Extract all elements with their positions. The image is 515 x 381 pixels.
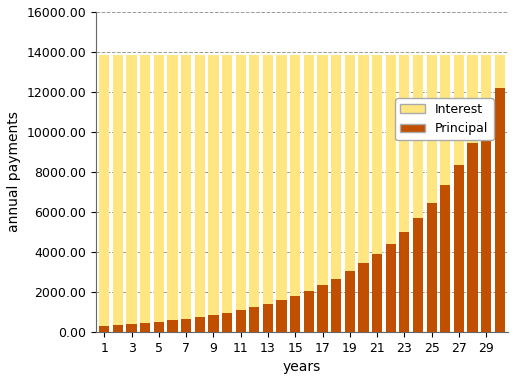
Bar — [99, 55, 109, 332]
Bar — [468, 55, 478, 332]
Bar — [127, 324, 136, 332]
Bar — [249, 55, 260, 332]
Bar — [277, 300, 287, 332]
Bar — [331, 55, 341, 332]
X-axis label: years: years — [283, 360, 321, 374]
Bar — [195, 317, 205, 332]
Bar — [440, 55, 451, 332]
Bar — [99, 326, 109, 332]
Bar — [113, 55, 123, 332]
Bar — [235, 310, 246, 332]
Bar — [426, 55, 437, 332]
Bar — [208, 55, 218, 332]
Bar — [263, 55, 273, 332]
Bar — [358, 55, 369, 332]
Bar — [127, 55, 136, 332]
Bar — [386, 243, 396, 332]
Bar — [235, 55, 246, 332]
Bar — [454, 55, 464, 332]
Bar — [154, 322, 164, 332]
Bar — [304, 291, 314, 332]
Bar — [154, 55, 164, 332]
Bar — [426, 203, 437, 332]
Y-axis label: annual payments: annual payments — [7, 111, 21, 232]
Bar — [317, 55, 328, 332]
Bar — [372, 254, 382, 332]
Bar — [495, 88, 505, 332]
Bar — [386, 55, 396, 332]
Bar — [495, 55, 505, 332]
Bar — [413, 218, 423, 332]
Bar — [468, 142, 478, 332]
Bar — [345, 55, 355, 332]
Bar — [277, 55, 287, 332]
Bar — [181, 319, 191, 332]
Bar — [304, 55, 314, 332]
Bar — [140, 323, 150, 332]
Bar — [167, 320, 178, 332]
Bar — [290, 55, 300, 332]
Bar — [440, 185, 451, 332]
Bar — [317, 285, 328, 332]
Bar — [372, 55, 382, 332]
Bar — [481, 117, 491, 332]
Bar — [345, 272, 355, 332]
Legend: Interest, Principal: Interest, Principal — [395, 98, 493, 141]
Bar — [167, 55, 178, 332]
Bar — [249, 307, 260, 332]
Bar — [399, 55, 409, 332]
Bar — [454, 165, 464, 332]
Bar — [195, 55, 205, 332]
Bar — [481, 55, 491, 332]
Bar — [399, 232, 409, 332]
Bar — [222, 55, 232, 332]
Bar — [290, 296, 300, 332]
Bar — [413, 55, 423, 332]
Bar — [358, 263, 369, 332]
Bar — [113, 325, 123, 332]
Bar — [208, 315, 218, 332]
Bar — [140, 55, 150, 332]
Bar — [181, 55, 191, 332]
Bar — [222, 312, 232, 332]
Bar — [331, 279, 341, 332]
Bar — [263, 304, 273, 332]
